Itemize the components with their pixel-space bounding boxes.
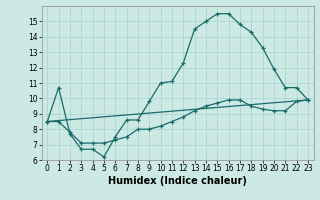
X-axis label: Humidex (Indice chaleur): Humidex (Indice chaleur) — [108, 176, 247, 186]
